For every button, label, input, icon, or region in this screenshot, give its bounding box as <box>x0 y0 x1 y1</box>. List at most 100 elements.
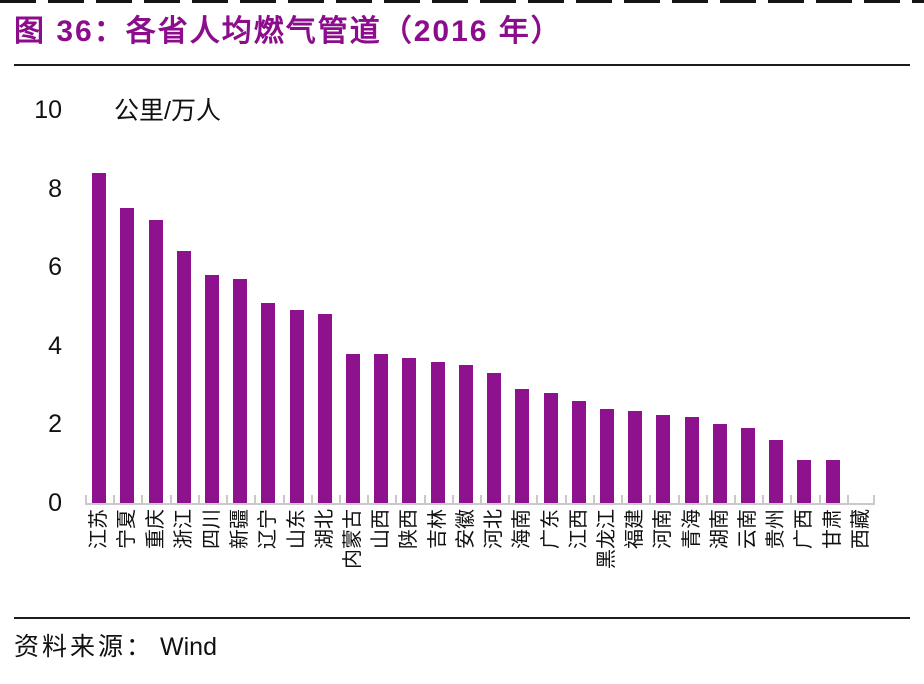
bar <box>825 459 840 503</box>
y-axis-tick-label: 4 <box>48 331 62 360</box>
x-axis-label: 河南 <box>652 509 675 549</box>
x-axis-tick-mark <box>226 495 229 503</box>
x-axis-label: 四川 <box>200 509 223 549</box>
x-axis-label: 贵州 <box>765 509 788 549</box>
bar <box>571 400 586 503</box>
bar <box>769 440 784 503</box>
bar <box>204 275 219 503</box>
x-axis-tick-mark <box>677 495 680 503</box>
figure-title: 图 36：各省人均燃气管道（2016 年） <box>14 15 563 48</box>
x-axis-label: 浙江 <box>172 509 195 549</box>
x-axis-tick-mark <box>733 495 736 503</box>
x-axis-label: 青海 <box>680 509 703 549</box>
x-axis-label: 广西 <box>793 509 816 549</box>
x-axis-label: 山东 <box>285 509 308 549</box>
bar <box>430 361 445 503</box>
x-axis-tick-mark <box>649 495 652 503</box>
x-axis-tick-mark <box>592 495 595 503</box>
x-axis-label: 重庆 <box>144 509 167 549</box>
source-label: 资料来源： <box>14 634 155 661</box>
bar <box>120 208 135 503</box>
x-axis-label: 湖北 <box>313 509 336 549</box>
x-axis-label: 江苏 <box>88 509 111 549</box>
x-axis-label: 西藏 <box>849 509 872 549</box>
y-axis-tick-label: 0 <box>48 489 62 517</box>
x-axis-label: 黑龙江 <box>595 509 618 569</box>
bar <box>487 373 502 503</box>
bar <box>628 410 643 503</box>
x-axis-tick-mark <box>790 495 793 503</box>
x-axis-tick-mark <box>282 495 285 503</box>
x-axis-label: 广东 <box>539 509 562 549</box>
x-axis-tick-mark <box>846 495 849 503</box>
x-axis-label: 江西 <box>567 509 590 549</box>
x-axis-tick-mark <box>480 495 482 503</box>
x-axis-tick-mark <box>564 495 567 503</box>
x-axis-label: 陕西 <box>398 509 421 549</box>
source-divider <box>14 617 910 619</box>
x-axis-label: 山西 <box>370 509 393 549</box>
x-axis-label: 湖南 <box>708 509 731 549</box>
x-axis-label: 安徽 <box>454 509 477 549</box>
bar <box>515 389 530 503</box>
bar <box>317 314 332 503</box>
x-axis-tick-mark <box>141 495 144 503</box>
top-border <box>0 0 924 3</box>
x-axis-tick-mark <box>85 495 87 503</box>
x-axis-tick-mark <box>395 495 398 503</box>
x-axis-label: 宁夏 <box>116 509 139 549</box>
x-axis-label: 甘肃 <box>821 509 844 549</box>
x-axis-label: 内蒙古 <box>342 509 365 569</box>
x-axis-tick-mark <box>254 495 257 503</box>
x-axis-tick-mark <box>536 495 539 503</box>
x-axis-label: 新疆 <box>229 509 252 549</box>
y-axis-tick-label: 2 <box>48 410 62 439</box>
x-axis-tick-mark <box>873 495 875 503</box>
bar <box>346 353 361 503</box>
bar <box>374 353 389 503</box>
x-axis-tick-mark <box>762 495 765 503</box>
bar <box>233 279 248 503</box>
bar <box>543 392 558 503</box>
x-axis-label: 海南 <box>511 509 534 549</box>
plot-area <box>85 110 875 505</box>
x-axis-tick-mark <box>621 495 624 503</box>
x-axis-tick-mark <box>197 495 200 503</box>
x-axis-tick-mark <box>705 495 708 503</box>
x-axis-tick-mark <box>338 495 341 503</box>
x-axis-tick-mark <box>451 495 454 503</box>
y-axis-tick-label: 8 <box>48 174 62 203</box>
x-axis-tick-mark <box>169 495 172 503</box>
x-axis-tick-mark <box>367 495 370 503</box>
x-axis-tick-mark <box>113 495 116 503</box>
y-axis-unit-label: 公里/万人 <box>114 97 221 125</box>
y-axis-tick-label: 10 <box>34 96 62 124</box>
y-axis-tick-label: 6 <box>48 253 62 282</box>
x-axis-label: 吉林 <box>426 509 449 549</box>
x-axis-label: 辽宁 <box>257 509 280 549</box>
x-axis-label: 河北 <box>483 509 506 549</box>
x-axis-label: 云南 <box>737 509 760 549</box>
bar <box>656 414 671 503</box>
bar <box>599 408 614 503</box>
bar <box>797 459 812 503</box>
bar <box>289 310 304 503</box>
x-axis-tick-mark <box>310 495 313 503</box>
bar <box>402 357 417 503</box>
x-axis-tick-mark <box>508 495 511 503</box>
bar <box>261 302 276 503</box>
x-axis-label: 福建 <box>624 509 647 549</box>
bar <box>712 424 727 503</box>
bar <box>176 251 191 503</box>
title-divider <box>14 64 910 66</box>
x-axis-tick-mark <box>423 495 426 503</box>
x-axis-tick-mark <box>818 495 821 503</box>
bar <box>92 172 107 503</box>
bar <box>684 416 699 503</box>
source-line: 资料来源： Wind <box>14 627 217 663</box>
bar <box>741 428 756 503</box>
source-value: Wind <box>160 633 217 661</box>
bar <box>458 365 473 503</box>
bar <box>148 220 163 503</box>
